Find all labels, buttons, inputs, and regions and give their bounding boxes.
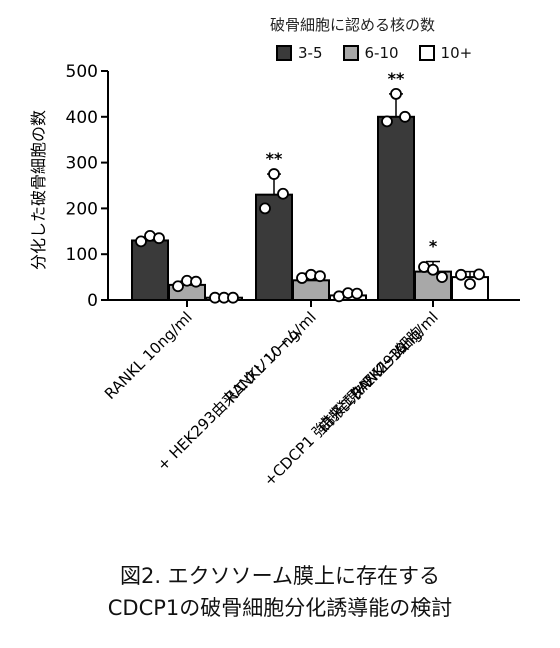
y-tick-label: 100	[66, 245, 98, 265]
y-tick-label: 0	[87, 291, 98, 311]
figure-caption-line-1: 図2. エクソソーム膜上に存在する	[119, 564, 441, 588]
legend-label-3-5: 3-5	[298, 44, 323, 62]
data-point	[455, 268, 467, 281]
data-point	[135, 235, 147, 248]
y-axis-label: 分化した破骨細胞の数	[29, 110, 48, 270]
legend-item-3-5: 3-5	[276, 44, 323, 62]
data-point	[427, 263, 439, 276]
data-point	[390, 88, 402, 100]
bar-3-5-3	[377, 115, 415, 301]
y-tick-label: 200	[66, 199, 98, 219]
data-point	[277, 187, 289, 200]
data-point	[268, 168, 280, 180]
legend: 3-5 6-10 10+	[276, 44, 486, 62]
data-point	[314, 270, 326, 283]
data-point	[153, 232, 165, 245]
legend-item-10-plus: 10+	[418, 44, 473, 62]
x-category-label-3-line-3: 由来エクソソーム	[315, 338, 412, 435]
data-point	[381, 115, 393, 128]
legend-swatch-6-10	[342, 45, 359, 61]
data-point	[351, 287, 363, 300]
data-point	[172, 280, 184, 293]
significance-marker: **	[388, 69, 405, 88]
legend-swatch-10-plus	[418, 45, 435, 61]
legend-item-6-10: 6-10	[342, 44, 399, 62]
y-tick-label: 500	[66, 62, 98, 82]
x-category-label-2-line-2: + HEK293由来エクソソーム	[153, 323, 304, 474]
y-tick-label: 300	[66, 154, 98, 174]
y-tick-label: 400	[66, 108, 98, 128]
data-point	[399, 110, 411, 123]
figure-caption-line-2: CDCP1の破骨細胞分化誘導能の検討	[107, 596, 453, 620]
x-category-label-1-line-1: RANKL 10ng/ml	[101, 308, 196, 403]
bar-3-5-1	[131, 239, 169, 302]
significance-marker: *	[429, 237, 438, 256]
legend-title: 破骨細胞に認める核の数	[270, 16, 436, 34]
significance-marker: **	[266, 149, 283, 168]
data-point	[436, 271, 448, 284]
legend-label-6-10: 6-10	[364, 44, 399, 62]
legend-label-10-plus: 10+	[440, 44, 473, 62]
legend-swatch-3-5	[276, 45, 292, 61]
data-point	[259, 202, 271, 215]
bar-6-10-2	[292, 279, 330, 301]
data-point	[464, 278, 476, 290]
data-point	[473, 268, 485, 281]
data-point	[227, 291, 239, 304]
data-point	[190, 275, 202, 288]
